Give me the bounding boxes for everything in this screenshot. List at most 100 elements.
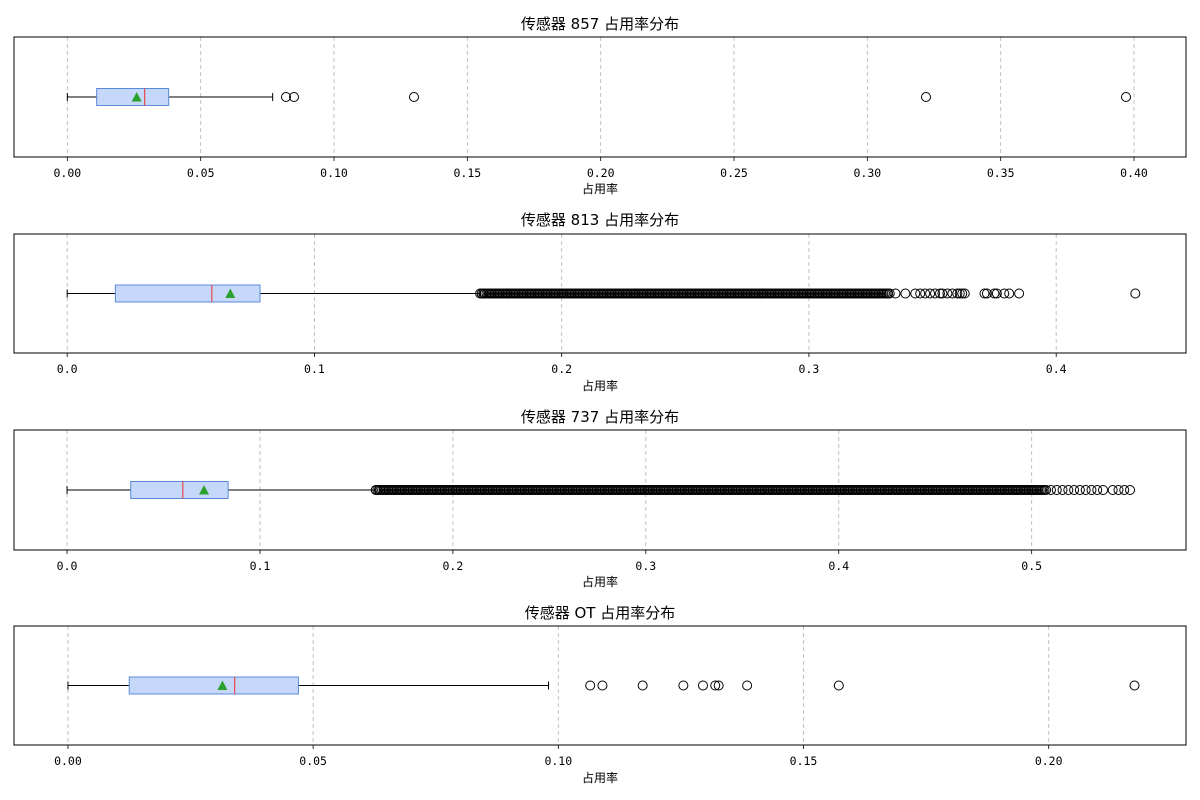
outlier-point [710,680,721,691]
outlier-point [925,288,936,299]
outlier-point [678,680,689,691]
outlier-point [1004,288,1015,299]
x-tick-label: 0.10 [320,166,348,180]
x-tick-label: 0.20 [587,166,615,180]
iqr-box [114,284,261,303]
mean-marker [225,288,236,298]
outlier-point [1113,485,1124,495]
outlier-point [1129,680,1140,691]
outlier-point [1080,485,1091,495]
outlier-point [1130,288,1141,299]
outlier-point [884,288,895,299]
outlier-point [833,680,844,691]
outlier-point [1121,92,1131,102]
outlier-point [910,288,921,299]
iqr-box [130,481,229,499]
outlier-point [991,288,1002,299]
outlier-point [947,288,958,299]
outlier-point [1098,485,1109,495]
axes-frame [13,233,1187,354]
chart-title: 传感器 857 占用率分布 [521,15,679,33]
outlier-point [697,680,708,691]
outlier-point [981,288,992,299]
outlier-point [585,680,596,691]
outlier-point [713,680,724,691]
x-tick-label: 0.00 [53,166,81,180]
outlier-point [597,680,608,691]
outlier-point [1092,485,1103,495]
outlier-point [1063,485,1074,495]
mean-marker [131,92,142,102]
boxplot-panel-813: 传感器 813 占用率分布 占用率 0.0 0.1 0.2 0.3 0.4 [13,211,1187,393]
x-tick-label: 0.1 [250,559,271,573]
mean-marker [199,485,210,495]
x-tick-label: 0.0 [57,362,78,376]
outlier-point [920,288,931,299]
outlier-point [915,288,926,299]
outlier-point [1069,485,1080,495]
outlier-point [921,92,931,102]
outlier-point [890,288,901,299]
x-tick-label: 0.3 [635,559,656,573]
outlier-point [937,288,948,299]
outlier-point [989,288,1000,299]
outlier-point [954,288,965,299]
outlier-point [952,288,963,299]
axes-frame [13,625,1187,746]
x-tick-label: 0.20 [1035,754,1063,768]
x-axis-label: 占用率 [582,181,618,196]
x-axis-label: 占用率 [582,574,618,589]
outlier-point [1045,485,1056,495]
x-tick-label: 0.1 [304,362,325,376]
boxplot-panel-737: 传感器 737 占用率分布 占用率 0.0 0.1 0.2 0.3 0.4 0.5 [13,408,1187,589]
chart-title: 传感器 OT 占用率分布 [525,604,676,622]
x-tick-label: 0.05 [299,754,327,768]
x-tick-label: 0.35 [987,166,1015,180]
outlier-point [1107,485,1118,495]
outlier-point [1125,485,1136,495]
outlier-point [289,92,299,102]
outlier-point [934,288,945,299]
x-tick-label: 0.40 [1120,166,1148,180]
x-tick-label: 0.4 [1046,362,1067,376]
outlier-point [1074,485,1085,495]
mean-marker [217,680,228,690]
outlier-point [957,288,968,299]
x-tick-label: 0.5 [1021,559,1042,573]
x-axis-label: 占用率 [582,378,618,393]
outlier-point [1051,485,1062,495]
x-tick-label: 0.05 [187,166,215,180]
boxplot-panel-857: 传感器 857 占用率分布 占用率 0.00 0.05 0.10 0.15 0.20 0.… [13,15,1187,196]
outlier-point [942,288,953,299]
outlier-point [1086,485,1097,495]
iqr-box [96,88,170,106]
x-axis-label: 占用率 [582,770,618,785]
outlier-point [1014,288,1025,299]
x-tick-label: 0.2 [443,559,464,573]
outlier-point [1057,485,1068,495]
x-tick-label: 0.3 [799,362,820,376]
chart-title: 传感器 813 占用率分布 [521,211,679,229]
x-tick-label: 0.15 [790,754,818,768]
outlier-point [637,680,648,691]
outlier-point [409,92,419,102]
x-tick-label: 0.4 [828,559,849,573]
outlier-point [1041,485,1052,495]
x-tick-label: 0.25 [720,166,748,180]
x-tick-label: 0.10 [544,754,572,768]
outlier-point [930,288,941,299]
outlier-point [900,288,911,299]
outlier-point [1119,485,1130,495]
outlier-point [999,288,1010,299]
x-tick-label: 0.0 [57,559,78,573]
axes-frame [13,36,1187,158]
boxplot-panel-ot: 传感器 OT 占用率分布 占用率 0.00 0.05 0.10 0.15 0.20 [13,604,1187,785]
outlier-point [979,288,990,299]
x-tick-label: 0.00 [54,754,82,768]
outlier-point [742,680,753,691]
axes-frame [13,429,1187,551]
x-tick-label: 0.30 [853,166,881,180]
outlier-point [281,92,291,102]
x-tick-label: 0.2 [551,362,572,376]
